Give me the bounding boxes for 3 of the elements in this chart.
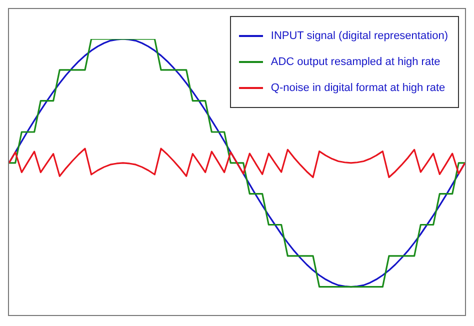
legend-label: ADC output resampled at high rate bbox=[270, 56, 440, 68]
legend-label: INPUT signal (digital representation) bbox=[270, 30, 448, 42]
legend-label: Q-noise in digital format at high rate bbox=[270, 82, 446, 94]
